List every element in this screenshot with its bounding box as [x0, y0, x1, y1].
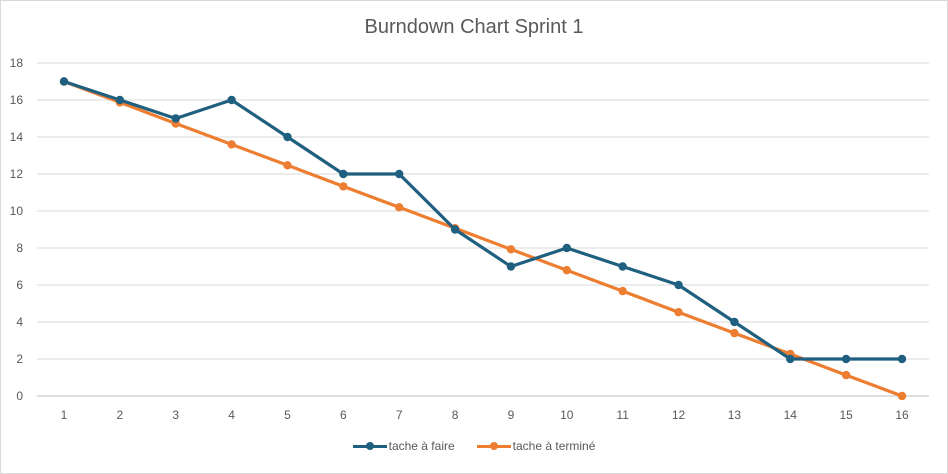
- x-tick-label-15: 15: [839, 408, 853, 422]
- series-0-point-3: [171, 114, 180, 123]
- legend-swatch-done: [476, 440, 511, 452]
- x-tick-label-6: 6: [340, 408, 347, 422]
- series-0-point-8: [450, 225, 460, 234]
- series-1-point-12: [674, 307, 683, 317]
- x-tick-label-12: 12: [672, 408, 686, 422]
- series-0-point-13: [730, 317, 739, 327]
- y-tick-label-10: 10: [10, 204, 24, 218]
- series-0-point-12: [674, 280, 683, 290]
- y-tick-label-2: 2: [16, 352, 23, 366]
- series-1-point-11: [618, 286, 627, 296]
- series-1-point-10: [562, 266, 571, 275]
- series-1-point-6: [339, 182, 348, 191]
- series-0-point-6: [339, 169, 348, 179]
- x-tick-label-10: 10: [560, 408, 574, 422]
- x-tick-label-5: 5: [284, 408, 291, 422]
- y-tick-label-4: 4: [16, 315, 23, 329]
- series-1-point-13: [730, 328, 739, 338]
- chart-title: Burndown Chart Sprint 1: [364, 16, 584, 38]
- series-0-point-4: [227, 95, 236, 105]
- x-tick-label-2: 2: [117, 408, 124, 422]
- y-tick-label-12: 12: [10, 167, 24, 181]
- x-tick-label-13: 13: [728, 408, 742, 422]
- x-tick-label-8: 8: [452, 408, 459, 422]
- series-1-point-16: [897, 391, 907, 401]
- chart-legend: tache à faire tache à terminé: [1, 439, 947, 453]
- series-1-point-15: [841, 370, 851, 380]
- y-tick-label-16: 16: [10, 93, 24, 107]
- legend-item-todo: tache à faire: [352, 439, 455, 453]
- y-tick-label-14: 14: [10, 130, 24, 144]
- series-0-point-11: [618, 262, 627, 271]
- series-0-point-14: [786, 354, 795, 364]
- series-0-point-10: [562, 243, 571, 253]
- x-tick-label-9: 9: [508, 408, 515, 422]
- y-tick-label-18: 18: [10, 56, 24, 70]
- legend-label-done: tache à terminé: [512, 439, 596, 453]
- x-tick-label-14: 14: [784, 408, 798, 422]
- series-line-1: [62, 79, 904, 398]
- series-0-point-16: [897, 354, 907, 364]
- y-tick-label-6: 6: [16, 278, 23, 292]
- y-tick-label-0: 0: [16, 389, 23, 403]
- series-0-point-9: [506, 262, 516, 271]
- series-0-point-1: [59, 77, 69, 86]
- x-tick-label-3: 3: [172, 408, 179, 422]
- series-1-point-9: [506, 245, 516, 254]
- series-1-point-4: [227, 140, 236, 149]
- series-0-point-7: [395, 169, 404, 179]
- y-tick-label-8: 8: [16, 241, 23, 255]
- series-0-point-15: [841, 354, 851, 364]
- x-tick-label-7: 7: [396, 408, 403, 422]
- legend-label-todo: tache à faire: [388, 439, 455, 453]
- x-tick-label-1: 1: [61, 408, 68, 422]
- series-0-point-2: [115, 95, 125, 105]
- series-line-0: [62, 79, 904, 361]
- legend-item-done: tache à terminé: [476, 439, 596, 453]
- series-1-point-7: [395, 203, 404, 212]
- legend-swatch-todo: [352, 440, 387, 452]
- series-1-point-5: [283, 161, 292, 170]
- series-0-point-5: [283, 132, 292, 142]
- x-tick-label-4: 4: [228, 408, 235, 422]
- x-tick-label-16: 16: [895, 408, 909, 422]
- x-tick-label-11: 11: [616, 408, 629, 422]
